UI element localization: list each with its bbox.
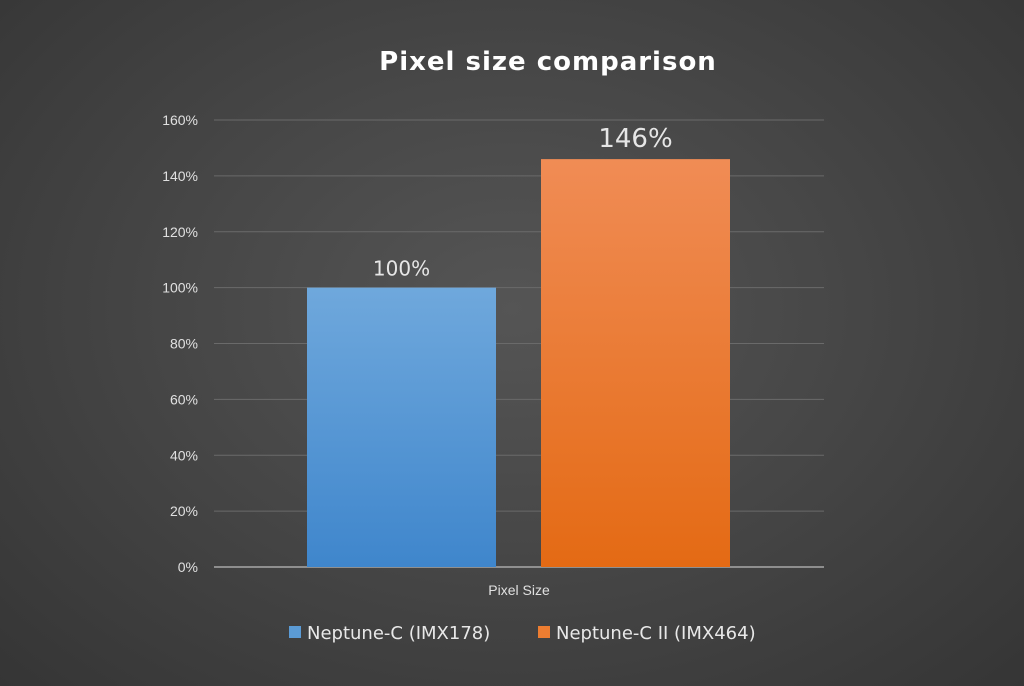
y-tick-label: 0% [178, 559, 198, 575]
bar [541, 159, 730, 568]
y-tick-label: 40% [170, 447, 198, 463]
y-tick-label: 160% [162, 112, 198, 128]
bar [307, 287, 496, 567]
legend-label: Neptune-C II (IMX464) [556, 623, 756, 644]
labels-layer: 100% 146% Pixel Size [373, 124, 673, 598]
y-tick-label: 80% [170, 336, 198, 352]
legend: Neptune-C (IMX178) Neptune-C II (IMX464) [289, 623, 756, 644]
y-tick-label: 100% [162, 280, 198, 296]
x-tick-label: Pixel Size [488, 582, 550, 598]
y-tick-label: 120% [162, 224, 198, 240]
legend-label: Neptune-C (IMX178) [307, 623, 490, 644]
bars-layer [307, 159, 730, 568]
y-tick-label: 60% [170, 391, 198, 407]
y-tick-label: 20% [170, 503, 198, 519]
y-tick-label: 140% [162, 168, 198, 184]
bar-data-label: 146% [598, 124, 672, 154]
bar-data-label: 100% [373, 257, 430, 281]
chart-title: Pixel size comparison [379, 47, 717, 77]
legend-swatch [538, 626, 550, 638]
legend-swatch [289, 626, 301, 638]
